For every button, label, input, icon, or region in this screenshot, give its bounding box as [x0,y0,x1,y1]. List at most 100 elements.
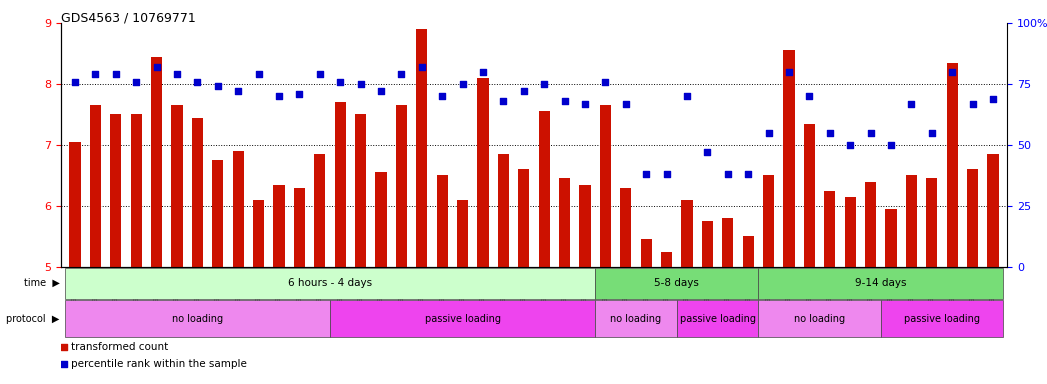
Point [964,101,981,107]
Point [474,69,491,75]
Bar [273,185,285,267]
Point [536,81,553,87]
Point [454,81,471,87]
Point [495,98,512,104]
Bar [232,151,244,267]
Point [781,69,798,75]
Bar [845,197,855,267]
Bar [927,179,937,267]
Bar [376,172,386,267]
Point [128,78,144,84]
Text: passive loading: passive loading [680,314,756,324]
Point [638,171,654,177]
Bar [559,179,571,267]
Point [209,83,226,89]
Bar [886,209,896,267]
Point [943,69,960,75]
Point [923,130,940,136]
Point [108,71,125,77]
Point [291,91,308,97]
Point [414,64,430,70]
Bar [676,300,758,337]
Point [556,98,573,104]
Point [842,142,859,148]
Bar [253,200,264,267]
Point [740,171,757,177]
Point [149,64,165,70]
Bar [742,237,754,267]
Text: passive loading: passive loading [904,314,980,324]
Bar [172,105,182,267]
Text: no loading: no loading [172,314,223,324]
Bar [294,188,305,267]
Text: no loading: no loading [610,314,662,324]
Bar [701,221,713,267]
Bar [90,105,101,267]
Bar [330,300,595,337]
Bar [518,169,530,267]
Bar [477,78,489,267]
Bar [595,268,758,299]
Text: percentile rank within the sample: percentile rank within the sample [71,359,247,369]
Point [883,142,899,148]
Point [699,149,716,156]
Bar [758,268,1003,299]
Bar [967,169,978,267]
Text: 6 hours - 4 days: 6 hours - 4 days [288,278,372,288]
Point [821,130,838,136]
Text: 9-14 days: 9-14 days [855,278,907,288]
Bar [456,200,468,267]
Bar [437,175,448,267]
Bar [620,188,631,267]
Bar [396,105,407,267]
Text: passive loading: passive loading [425,314,500,324]
Text: GDS4563 / 10769771: GDS4563 / 10769771 [61,12,196,25]
Bar [824,191,836,267]
Bar [783,50,795,267]
Point [250,71,267,77]
Point [597,78,614,84]
Bar [641,240,652,267]
Bar [804,124,815,267]
Point [373,88,389,94]
Bar [65,268,595,299]
Point [515,88,532,94]
Bar [69,142,81,267]
Bar [110,114,121,267]
Bar [906,175,917,267]
Bar [865,182,876,267]
Point [433,93,450,99]
Bar [682,200,692,267]
Bar [881,300,1003,337]
Point [67,78,84,84]
Bar [416,29,427,267]
Text: transformed count: transformed count [71,341,169,352]
Bar [355,114,366,267]
Point [760,130,777,136]
Point [322,273,339,280]
Point [719,171,736,177]
Point [352,81,369,87]
Bar [538,111,550,267]
Point [678,93,695,99]
Bar [131,114,141,267]
Text: protocol  ▶: protocol ▶ [6,314,60,324]
Bar [213,160,223,267]
Point [393,71,409,77]
Bar [595,300,676,337]
Text: 5-8 days: 5-8 days [654,278,699,288]
Point [87,71,104,77]
Point [801,93,818,99]
Bar [758,300,881,337]
Bar [579,185,591,267]
Bar [314,154,326,267]
Bar [497,154,509,267]
Point [332,78,349,84]
Point [229,88,247,94]
Point [322,116,339,122]
Point [270,93,287,99]
Text: time  ▶: time ▶ [24,278,60,288]
Point [169,71,185,77]
Bar [763,175,774,267]
Bar [661,252,672,267]
